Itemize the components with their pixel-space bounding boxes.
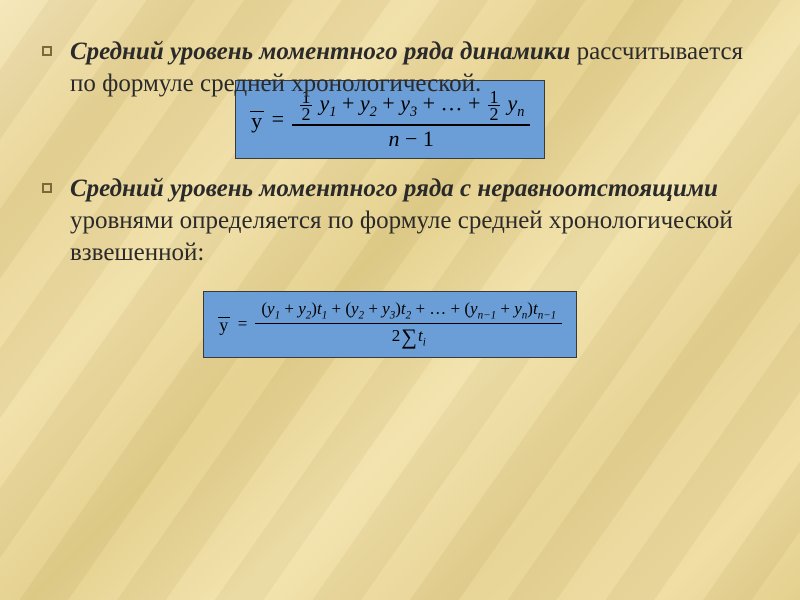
bullet-2-rest: уровнями определяется по формуле средней… <box>70 207 733 266</box>
main-fraction-2: (y1 + y2)t1 + (y2 + y3)t2 + … + (yn−1 + … <box>255 298 562 351</box>
denominator: n − 1 <box>382 126 439 152</box>
ybar-symbol-2: y <box>218 317 230 332</box>
ybar-y-2: y <box>219 319 228 332</box>
formula-2: y = (y1 + y2)t1 + (y2 + y3)t2 + … + <box>218 298 562 351</box>
numerator-2: (y1 + y2)t1 + (y2 + y3)t2 + … + (yn−1 + … <box>255 298 562 323</box>
bullet-marker-icon <box>42 46 52 56</box>
bullet-2: Средний уровень моментного ряда с неравн… <box>70 173 750 269</box>
bullet-1: Средний уровень моментного ряда динамики… <box>70 36 750 100</box>
bullet-1-text: Средний уровень моментного ряда динамики… <box>70 36 750 100</box>
bullet-marker-icon <box>42 183 52 193</box>
ybar-symbol: y <box>250 111 264 128</box>
bullet-1-bold: Средний уровень моментного ряда динамики <box>70 38 570 65</box>
slide: Средний уровень моментного ряда динамики… <box>0 0 800 600</box>
ybar-y: y <box>251 113 262 128</box>
formula-2-container: y = (y1 + y2)t1 + (y2 + y3)t2 + … + <box>30 291 750 358</box>
equals-sign-2: = <box>238 314 248 334</box>
denominator-2: 2∑ti <box>386 324 432 350</box>
sigma-icon: ∑ <box>401 326 417 348</box>
bullet-2-text: Средний уровень моментного ряда с неравн… <box>70 173 750 269</box>
equals-sign: = <box>272 106 284 132</box>
formula-2-box: y = (y1 + y2)t1 + (y2 + y3)t2 + … + <box>203 291 577 358</box>
bullet-2-bold: Средний уровень моментного ряда с неравн… <box>70 175 718 202</box>
